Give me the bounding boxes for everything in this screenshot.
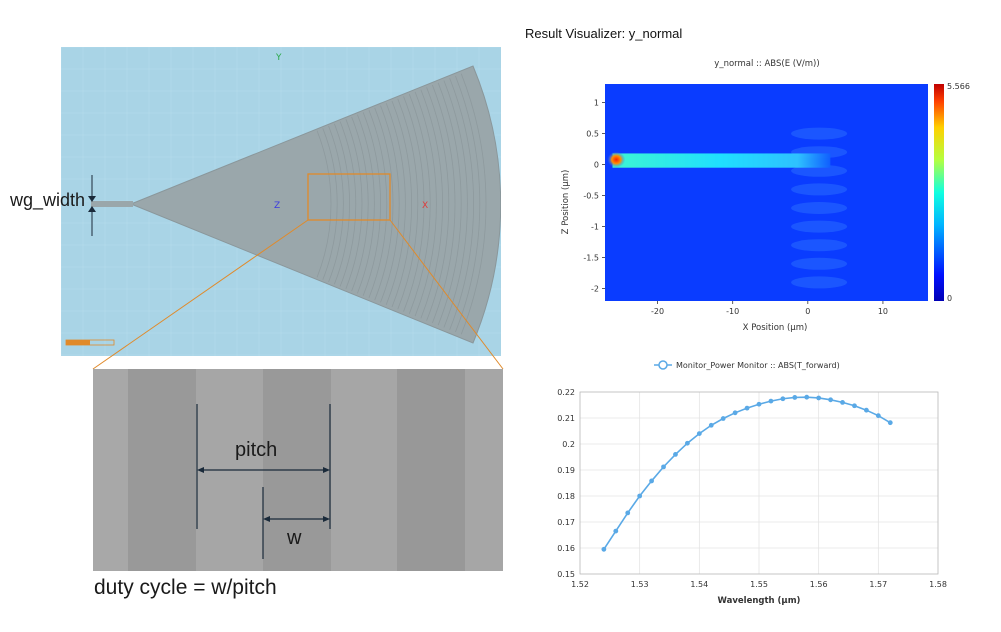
heatmap-y-tick: 1 bbox=[594, 99, 599, 108]
series-polyline bbox=[603, 396, 891, 550]
line-xlabel: Wavelength (μm) bbox=[718, 596, 801, 606]
line-svg: Monitor_Power Monitor :: ABS(T_forward) … bbox=[557, 360, 947, 606]
heatmap-ylabel: Z Position (μm) bbox=[561, 170, 571, 235]
line-y-tick: 0.2 bbox=[562, 440, 575, 449]
data-point[interactable] bbox=[804, 394, 810, 400]
data-point[interactable] bbox=[708, 422, 714, 428]
data-point[interactable] bbox=[768, 398, 774, 404]
heatmap-x-tick: 10 bbox=[878, 307, 888, 316]
line-y-tick: 0.17 bbox=[557, 518, 575, 527]
heatmap-x-tick: -10 bbox=[726, 307, 739, 316]
data-point[interactable] bbox=[840, 400, 845, 405]
heatmap-svg: y_normal :: ABS(E (V/m)) -20 -10 0 1010.50-… bbox=[561, 59, 970, 333]
colorbar-min-label: 0 bbox=[947, 294, 952, 303]
heatmap-y-tick: -1.5 bbox=[583, 254, 599, 263]
data-point[interactable] bbox=[673, 452, 678, 457]
heatmap-y-tick: 0 bbox=[594, 161, 599, 170]
heatmap-chart[interactable]: y_normal :: ABS(E (V/m)) -20 -10 0 10 1 0.5 0-… bbox=[555, 52, 975, 342]
line-y-tick: 0.19 bbox=[557, 466, 575, 475]
data-point[interactable] bbox=[720, 416, 726, 421]
input-waveguide bbox=[91, 201, 133, 207]
data-point[interactable] bbox=[756, 401, 762, 407]
line-x-tick: 1.57 bbox=[869, 580, 887, 589]
data-point[interactable] bbox=[732, 410, 738, 416]
data-point[interactable] bbox=[887, 420, 893, 426]
data-point[interactable] bbox=[875, 413, 881, 419]
line-y-tick: 0.22 bbox=[557, 388, 575, 397]
colorbar-max-label: 5.566 bbox=[947, 82, 970, 91]
data-point[interactable] bbox=[637, 493, 643, 499]
heatmap-plot-area bbox=[605, 84, 928, 301]
line-x-tick: 1.58 bbox=[929, 580, 947, 589]
legend[interactable]: Monitor_Power Monitor :: ABS(T_forward) bbox=[654, 360, 840, 370]
heatmap-x-tick: 0 bbox=[805, 307, 810, 316]
layout-view[interactable]: Y Z X bbox=[61, 47, 501, 356]
data-point[interactable] bbox=[661, 464, 666, 470]
data-point[interactable] bbox=[744, 405, 750, 411]
line-x-tick: 1.52 bbox=[571, 580, 589, 589]
line-y-tick: 0.16 bbox=[557, 544, 575, 553]
transmission-chart[interactable]: Monitor_Power Monitor :: ABS(T_forward) … bbox=[540, 352, 960, 612]
axis-x-label: X bbox=[422, 201, 428, 211]
zoom-view: pitch w bbox=[93, 369, 503, 571]
line-x-tick: 1.53 bbox=[631, 580, 649, 589]
colorbar bbox=[934, 84, 944, 301]
grating-fan bbox=[129, 65, 501, 344]
data-point[interactable] bbox=[601, 546, 607, 552]
data-point[interactable] bbox=[649, 478, 654, 484]
legend-marker bbox=[658, 360, 668, 370]
data-point[interactable] bbox=[852, 403, 857, 409]
data-point[interactable] bbox=[816, 395, 822, 401]
pitch-label: pitch bbox=[235, 439, 278, 461]
grating-lines bbox=[316, 73, 487, 335]
zoom-region-box[interactable] bbox=[307, 173, 391, 221]
layout-canvas[interactable]: Y Z X bbox=[61, 47, 501, 356]
heatmap-y-tick: -2 bbox=[591, 285, 599, 294]
line-y-tick: 0.18 bbox=[557, 492, 575, 501]
line-y-tick: 0.15 bbox=[557, 570, 575, 579]
heatmap-x-tick: -20 bbox=[651, 307, 664, 316]
heatmap-xlabel: X Position (μm) bbox=[743, 323, 808, 333]
axis-y-label: Y bbox=[275, 53, 282, 63]
line-x-tick: 1.55 bbox=[750, 580, 768, 589]
axis-z-label: Z bbox=[274, 201, 280, 211]
data-point[interactable] bbox=[696, 431, 702, 436]
heatmap-y-tick: 0.5 bbox=[586, 130, 599, 139]
result-visualizer-title: Result Visualizer: y_normal bbox=[525, 26, 683, 41]
data-point[interactable] bbox=[864, 407, 869, 413]
line-x-tick: 1.54 bbox=[690, 580, 708, 589]
data-point[interactable] bbox=[792, 395, 798, 400]
data-point[interactable] bbox=[613, 528, 619, 534]
heatmap-title: y_normal :: ABS(E (V/m)) bbox=[714, 59, 819, 69]
w-label: w bbox=[287, 527, 302, 549]
series-line bbox=[601, 394, 893, 552]
line-y-tick: 0.21 bbox=[557, 414, 575, 423]
data-point[interactable] bbox=[685, 440, 690, 446]
data-point[interactable] bbox=[780, 396, 786, 402]
data-point[interactable] bbox=[828, 397, 833, 403]
duty-cycle-text: duty cycle = w/pitch bbox=[94, 576, 277, 599]
heatmap-y-tick: -0.5 bbox=[583, 192, 599, 201]
data-point[interactable] bbox=[625, 510, 631, 516]
heatmap-y-tick: -1 bbox=[591, 223, 599, 232]
legend-label: Monitor_Power Monitor :: ABS(T_forward) bbox=[676, 361, 840, 370]
wg-width-label: wg_width bbox=[10, 190, 86, 210]
line-x-tick: 1.56 bbox=[810, 580, 828, 589]
